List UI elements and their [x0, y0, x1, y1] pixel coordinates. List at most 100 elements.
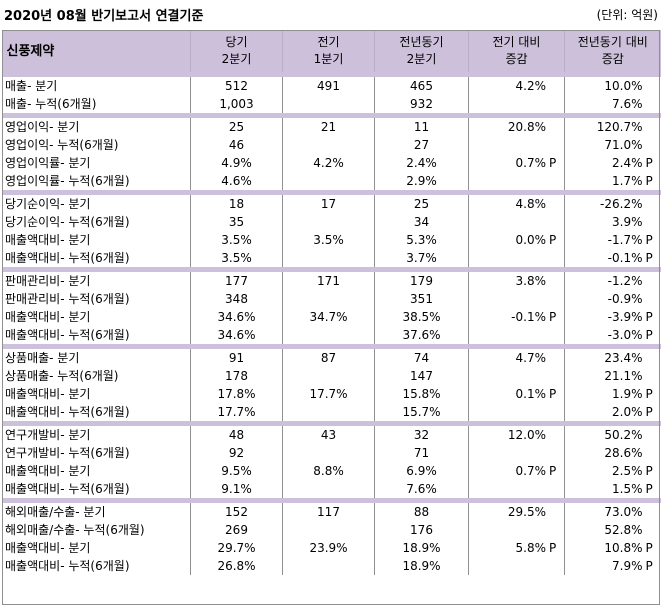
value-cell: 269	[190, 521, 283, 539]
change-cell	[468, 480, 565, 498]
change-value: 4.7%	[515, 351, 547, 365]
row-label: 판매관리비- 분기	[2, 272, 191, 290]
change-cell: 2.4% P	[564, 154, 661, 172]
col-header-line: 전년동기	[399, 35, 444, 49]
row-label: 영업이익률- 분기	[2, 154, 191, 172]
change-cell: 4.7%	[468, 349, 565, 367]
value-cell: 3.7%	[374, 249, 469, 267]
separator-cell	[2, 190, 661, 195]
point-unit: P	[645, 310, 653, 324]
table-row: 상품매출- 누적(6개월) 178 147 21.1%	[2, 367, 661, 385]
change-value: 73.0%	[604, 505, 643, 519]
change-value: 52.8%	[604, 523, 643, 537]
row-label: 매출액대비- 누적(6개월)	[2, 326, 191, 344]
value-cell: 178	[190, 367, 283, 385]
value-cell: 32	[374, 426, 469, 444]
value-cell: 351	[374, 290, 469, 308]
point-unit: P	[645, 251, 653, 265]
change-cell	[468, 444, 565, 462]
table-row: 매출액대비- 누적(6개월) 34.6% 37.6% -3.0% P	[2, 326, 661, 344]
row-label: 매출액대비- 분기	[2, 308, 191, 326]
separator-cell	[2, 72, 661, 77]
change-cell	[468, 557, 565, 575]
table-row: 해외매출/수출- 누적(6개월) 269 176 52.8%	[2, 521, 661, 539]
value-cell: 9.1%	[190, 480, 283, 498]
point-unit: P	[645, 482, 653, 496]
value-cell: 3.5%	[190, 231, 283, 249]
change-cell: 52.8%	[564, 521, 661, 539]
change-cell	[468, 403, 565, 421]
value-cell: 18	[190, 195, 283, 213]
col-header-line: 증감	[505, 52, 528, 66]
value-cell: 7.6%	[374, 480, 469, 498]
change-value: 0.7%	[515, 156, 547, 170]
value-cell: 3.5%	[190, 249, 283, 267]
value-cell: 87	[282, 349, 375, 367]
change-cell: 2.0% P	[564, 403, 661, 421]
value-cell: 171	[282, 272, 375, 290]
row-label: 매출- 분기	[2, 77, 191, 95]
col-header-line: 2분기	[406, 52, 437, 66]
change-cell: 3.8%	[468, 272, 565, 290]
value-cell	[282, 249, 375, 267]
row-label: 매출액대비- 누적(6개월)	[2, 249, 191, 267]
value-cell: 37.6%	[374, 326, 469, 344]
change-value: 4.2%	[515, 79, 547, 93]
change-cell: -0.1% P	[468, 308, 565, 326]
value-cell: 3.5%	[282, 231, 375, 249]
value-cell	[282, 444, 375, 462]
row-label: 영업이익- 분기	[2, 118, 191, 136]
change-cell: 2.5% P	[564, 462, 661, 480]
change-cell	[468, 213, 565, 231]
table-row: 당기순이익- 분기 18 17 25 4.8% -26.2%	[2, 195, 661, 213]
value-cell	[282, 403, 375, 421]
table-row: 매출액대비- 분기 29.7% 23.9% 18.9% 5.8% P 10.8% P	[2, 539, 661, 557]
change-cell: 12.0%	[468, 426, 565, 444]
row-label: 매출액대비- 누적(6개월)	[2, 403, 191, 421]
value-cell: 1,003	[190, 95, 283, 113]
value-cell	[282, 557, 375, 575]
point-unit: P	[549, 541, 557, 555]
change-cell: 20.8%	[468, 118, 565, 136]
change-cell: -3.0% P	[564, 326, 661, 344]
value-cell: 465	[374, 77, 469, 95]
table-row: 영업이익률- 누적(6개월) 4.6% 2.9% 1.7% P	[2, 172, 661, 190]
change-value: -3.0%	[607, 328, 643, 342]
value-cell	[282, 213, 375, 231]
value-cell: 932	[374, 95, 469, 113]
value-cell: 176	[374, 521, 469, 539]
value-cell	[282, 367, 375, 385]
value-cell: 26.8%	[190, 557, 283, 575]
change-value: 20.8%	[507, 120, 546, 134]
change-value: 7.9%	[612, 559, 643, 573]
change-value: -1.2%	[607, 274, 643, 288]
change-cell	[468, 367, 565, 385]
separator-cell	[2, 421, 661, 426]
value-cell: 88	[374, 503, 469, 521]
value-cell	[282, 136, 375, 154]
change-value: 28.6%	[604, 446, 643, 460]
change-value: 1.9%	[612, 387, 643, 401]
change-cell: 10.8% P	[564, 539, 661, 557]
table-row: 연구개발비- 누적(6개월) 92 71 28.6%	[2, 444, 661, 462]
value-cell	[282, 172, 375, 190]
point-unit: P	[549, 464, 557, 478]
change-cell: 1.5% P	[564, 480, 661, 498]
change-value: 71.0%	[604, 138, 643, 152]
change-cell: 5.8% P	[468, 539, 565, 557]
change-cell: 120.7%	[564, 118, 661, 136]
separator-cell	[2, 498, 661, 503]
change-cell: 73.0%	[564, 503, 661, 521]
change-value: 5.8%	[515, 541, 547, 555]
change-value: 10.0%	[604, 79, 643, 93]
col-header-line: 당기	[225, 35, 248, 49]
change-cell	[468, 95, 565, 113]
value-cell: 34	[374, 213, 469, 231]
table-row: 매출액대비- 누적(6개월) 17.7% 15.7% 2.0% P	[2, 403, 661, 421]
value-cell: 2.9%	[374, 172, 469, 190]
value-cell: 179	[374, 272, 469, 290]
change-value: 0.1%	[515, 387, 547, 401]
value-cell: 512	[190, 77, 283, 95]
change-value: -1.7%	[607, 233, 643, 247]
change-cell: 0.1% P	[468, 385, 565, 403]
